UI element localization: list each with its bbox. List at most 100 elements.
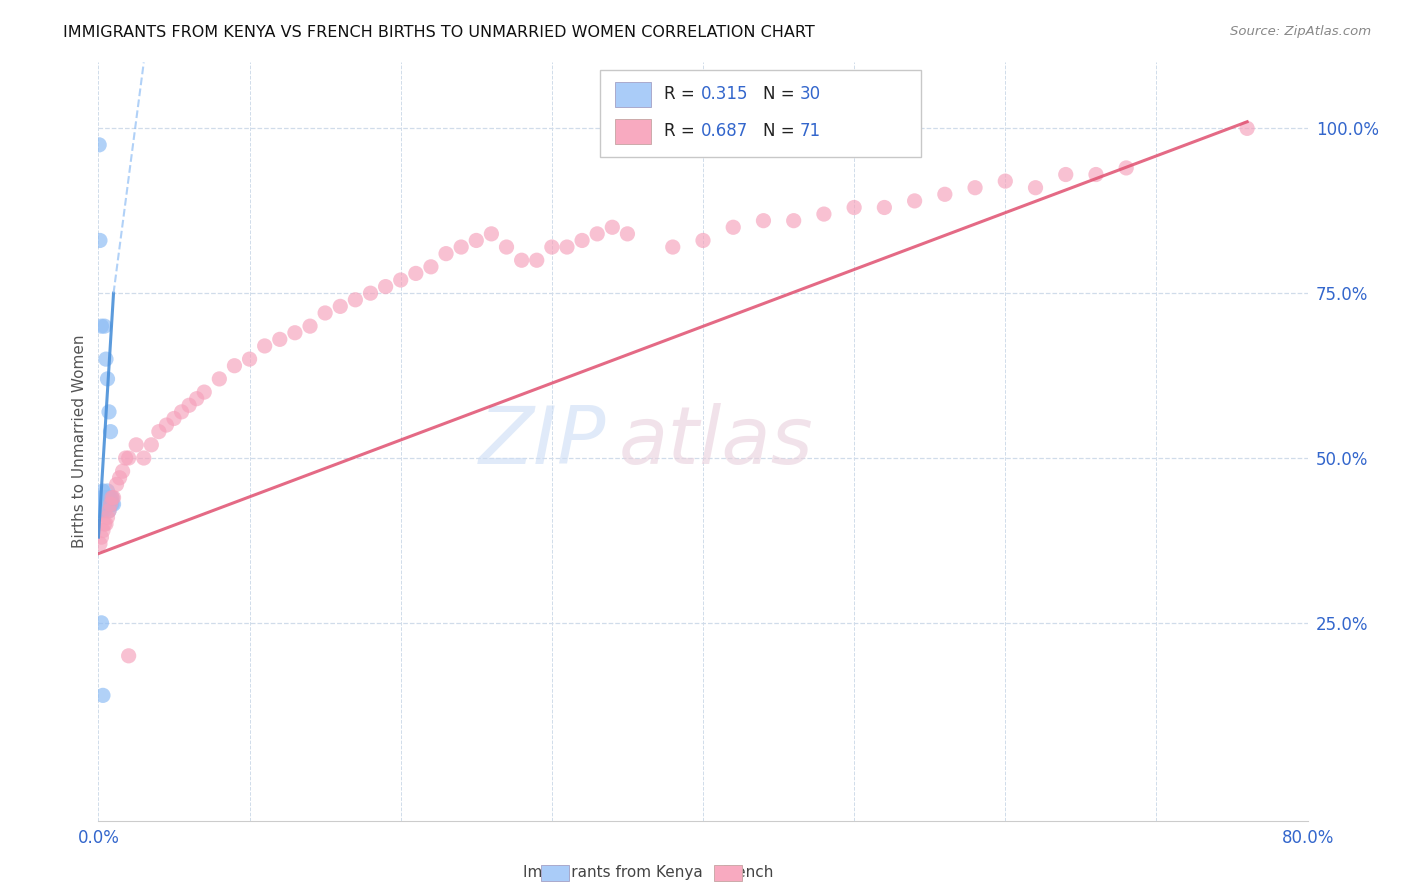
Point bbox=[94, 352, 117, 367]
Text: 30: 30 bbox=[800, 86, 821, 103]
Point bbox=[96, 491, 118, 505]
Point bbox=[93, 491, 115, 505]
Point bbox=[101, 497, 124, 511]
Point bbox=[1024, 180, 1046, 194]
Point bbox=[89, 504, 111, 518]
Point bbox=[692, 234, 714, 248]
Text: 0.687: 0.687 bbox=[700, 121, 748, 140]
Point bbox=[616, 227, 638, 241]
Point bbox=[100, 491, 122, 505]
Point bbox=[374, 279, 396, 293]
FancyBboxPatch shape bbox=[614, 119, 651, 144]
Point bbox=[91, 497, 114, 511]
Point bbox=[208, 372, 231, 386]
Point bbox=[100, 497, 122, 511]
Point bbox=[90, 319, 112, 334]
Point bbox=[170, 405, 193, 419]
Point bbox=[314, 306, 336, 320]
Point bbox=[329, 299, 352, 313]
Point bbox=[118, 648, 141, 663]
Point bbox=[101, 491, 124, 505]
Point bbox=[103, 491, 125, 505]
Point bbox=[389, 273, 412, 287]
Text: French: French bbox=[703, 865, 773, 880]
Point bbox=[965, 180, 987, 194]
Point bbox=[100, 425, 122, 439]
Point bbox=[125, 438, 148, 452]
Text: Immigrants from Kenya: Immigrants from Kenya bbox=[523, 865, 703, 880]
Point bbox=[813, 207, 835, 221]
Point bbox=[89, 234, 111, 248]
Point bbox=[103, 497, 125, 511]
Point bbox=[239, 352, 262, 367]
Point bbox=[405, 267, 427, 281]
Point bbox=[344, 293, 367, 307]
Point bbox=[148, 425, 170, 439]
Text: 71: 71 bbox=[800, 121, 821, 140]
Point bbox=[100, 497, 122, 511]
Point bbox=[186, 392, 208, 406]
Point bbox=[661, 240, 683, 254]
Point bbox=[98, 504, 121, 518]
Y-axis label: Births to Unmarried Women: Births to Unmarried Women bbox=[72, 334, 87, 549]
Point bbox=[96, 483, 118, 498]
Text: IMMIGRANTS FROM KENYA VS FRENCH BIRTHS TO UNMARRIED WOMEN CORRELATION CHART: IMMIGRANTS FROM KENYA VS FRENCH BIRTHS T… bbox=[63, 25, 815, 40]
Point bbox=[873, 201, 896, 215]
Point bbox=[1236, 121, 1258, 136]
Point bbox=[91, 497, 114, 511]
Point bbox=[434, 246, 457, 260]
Point bbox=[269, 332, 291, 346]
Point bbox=[360, 286, 382, 301]
Point bbox=[495, 240, 517, 254]
Point bbox=[108, 471, 131, 485]
Point bbox=[90, 504, 112, 518]
Text: N =: N = bbox=[763, 86, 800, 103]
FancyBboxPatch shape bbox=[600, 70, 921, 157]
Point bbox=[141, 438, 163, 452]
Point bbox=[114, 450, 136, 465]
Point bbox=[723, 220, 745, 235]
Point bbox=[90, 615, 112, 630]
Point bbox=[90, 491, 112, 505]
Point bbox=[98, 491, 121, 505]
Point bbox=[96, 497, 118, 511]
Point bbox=[155, 418, 177, 433]
Point bbox=[420, 260, 443, 274]
Point bbox=[96, 510, 118, 524]
Point bbox=[93, 497, 115, 511]
Point bbox=[98, 491, 121, 505]
Point bbox=[299, 319, 322, 334]
Point bbox=[89, 137, 111, 152]
Point bbox=[93, 516, 115, 531]
Point bbox=[284, 326, 307, 340]
Point bbox=[98, 405, 121, 419]
Text: Source: ZipAtlas.com: Source: ZipAtlas.com bbox=[1230, 25, 1371, 38]
Text: R =: R = bbox=[664, 86, 700, 103]
Point bbox=[132, 450, 155, 465]
Point bbox=[253, 339, 276, 353]
Point bbox=[586, 227, 609, 241]
Text: 0.315: 0.315 bbox=[700, 86, 748, 103]
Text: R =: R = bbox=[664, 121, 700, 140]
Point bbox=[1085, 168, 1108, 182]
Point bbox=[91, 491, 114, 505]
Point bbox=[193, 385, 215, 400]
Point bbox=[526, 253, 548, 268]
Point bbox=[111, 464, 134, 478]
Point bbox=[94, 516, 117, 531]
FancyBboxPatch shape bbox=[614, 82, 651, 107]
Point bbox=[994, 174, 1017, 188]
Point bbox=[89, 537, 111, 551]
Point bbox=[93, 319, 115, 334]
Text: atlas: atlas bbox=[619, 402, 813, 481]
Point bbox=[752, 213, 775, 227]
Point bbox=[783, 213, 806, 227]
Point bbox=[91, 524, 114, 538]
Point bbox=[481, 227, 503, 241]
Point bbox=[1054, 168, 1077, 182]
Point bbox=[101, 491, 124, 505]
Text: N =: N = bbox=[763, 121, 800, 140]
Point bbox=[93, 504, 115, 518]
Point bbox=[105, 477, 128, 491]
Point bbox=[179, 398, 201, 412]
